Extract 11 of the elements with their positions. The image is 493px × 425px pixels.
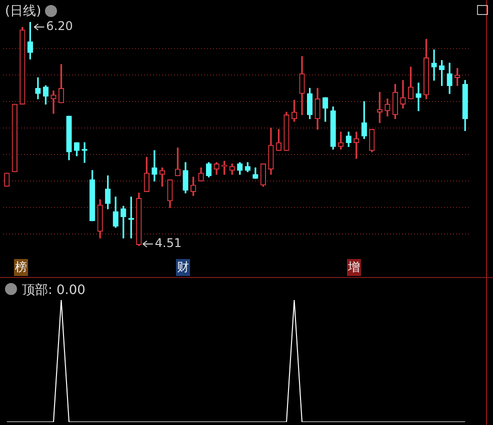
chart-title: 顶部: 0.00 xyxy=(22,282,86,299)
text: 榜 xyxy=(14,259,28,276)
text: 财 xyxy=(176,259,190,276)
candlestick xyxy=(50,90,56,114)
candlestick xyxy=(431,50,437,81)
candlestick xyxy=(152,150,158,182)
annotation: 6.20 xyxy=(46,19,73,34)
chart-title: (日线) xyxy=(5,3,42,20)
annotation: 4.51 xyxy=(154,236,182,250)
candlestick xyxy=(416,82,422,112)
text: 增 xyxy=(347,259,361,276)
